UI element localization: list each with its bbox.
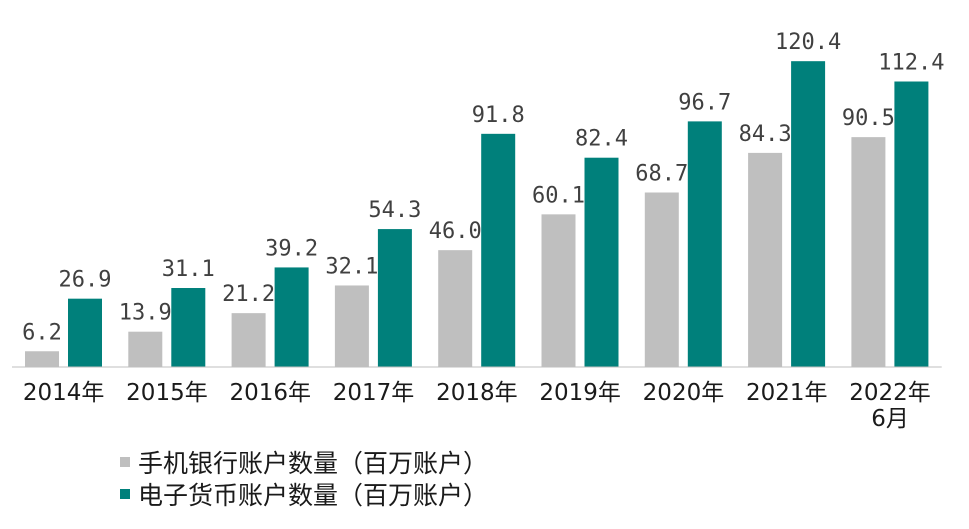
legend-item-mobile-banking: 手机银行账户数量（百万账户） xyxy=(120,446,488,478)
e-money-value-label-0: 26.9 xyxy=(59,268,112,293)
x-tick-label: 2015年 xyxy=(126,380,208,406)
mobile-banking-value-label-3: 32.1 xyxy=(325,254,378,279)
mobile-banking-bar-6 xyxy=(644,192,679,367)
e-money-value-label-1: 31.1 xyxy=(162,257,215,282)
e-money-value-label-5: 82.4 xyxy=(575,127,628,152)
legend-swatch-mobile-banking xyxy=(120,457,130,467)
x-tick-label: 2020年 xyxy=(642,380,725,406)
e-money-value-label-8: 112.4 xyxy=(878,51,944,76)
e-money-value-label-2: 39.2 xyxy=(265,236,318,261)
bar-marks xyxy=(25,61,929,368)
mobile-banking-value-label-0: 6.2 xyxy=(22,320,62,345)
legend-item-e-money: 电子货币账户数量（百万账户） xyxy=(120,478,488,510)
e-money-bar-1 xyxy=(171,288,206,367)
e-money-bar-6 xyxy=(687,121,722,368)
e-money-value-label-7: 120.4 xyxy=(775,30,841,55)
mobile-banking-value-label-1: 13.9 xyxy=(119,301,172,326)
legend-label-e-money: 电子货币账户数量（百万账户） xyxy=(138,481,489,510)
e-money-bar-7 xyxy=(791,61,826,368)
e-money-bar-3 xyxy=(377,229,412,367)
mobile-banking-bar-8 xyxy=(851,137,886,367)
e-money-bar-8 xyxy=(894,81,929,367)
mobile-banking-value-label-7: 84.3 xyxy=(739,122,792,147)
mobile-banking-value-label-2: 21.2 xyxy=(222,282,275,307)
mobile-banking-bar-5 xyxy=(541,214,576,367)
mobile-banking-value-label-6: 68.7 xyxy=(635,162,688,187)
mobile-banking-value-label-5: 60.1 xyxy=(532,183,585,208)
mobile-banking-bar-0 xyxy=(25,351,59,367)
x-tick-label: 2018年 xyxy=(436,380,518,406)
e-money-bar-2 xyxy=(274,267,309,367)
value-labels: 6.2 13.9 21.2 32.1 46.0 60.1 68.7 84.3 90.5 26.9 3… xyxy=(22,30,944,345)
x-tick-label: 2021年 xyxy=(745,380,828,406)
mobile-banking-bar-4 xyxy=(438,250,473,367)
e-money-bar-5 xyxy=(584,157,619,367)
mobile-banking-bar-7 xyxy=(748,152,783,367)
x-tick-label: 2022年 6月 xyxy=(849,380,931,432)
e-money-bar-4 xyxy=(481,133,516,367)
e-money-bar-0 xyxy=(68,298,102,367)
legend-label-mobile-banking: 手机银行账户数量（百万账户） xyxy=(138,449,489,478)
x-tick-label: 2014年 xyxy=(22,380,105,406)
mobile-banking-bar-2 xyxy=(231,313,266,367)
legend: 手机银行账户数量（百万账户） 电子货币账户数量（百万账户） xyxy=(120,446,488,510)
x-tick-label: 2019年 xyxy=(539,380,621,406)
mobile-banking-bar-1 xyxy=(128,331,163,367)
e-money-value-label-3: 54.3 xyxy=(368,198,421,223)
legend-swatch-e-money xyxy=(120,489,130,499)
mobile-banking-bar-3 xyxy=(334,285,369,367)
mobile-banking-value-label-8: 90.5 xyxy=(842,106,895,131)
mobile-banking-value-label-4: 46.0 xyxy=(429,219,482,244)
x-tick-label: 2017年 xyxy=(332,380,415,406)
e-money-value-label-4: 91.8 xyxy=(472,103,525,128)
x-tick-label: 2016年 xyxy=(229,380,312,406)
e-money-value-label-6: 96.7 xyxy=(678,90,731,115)
